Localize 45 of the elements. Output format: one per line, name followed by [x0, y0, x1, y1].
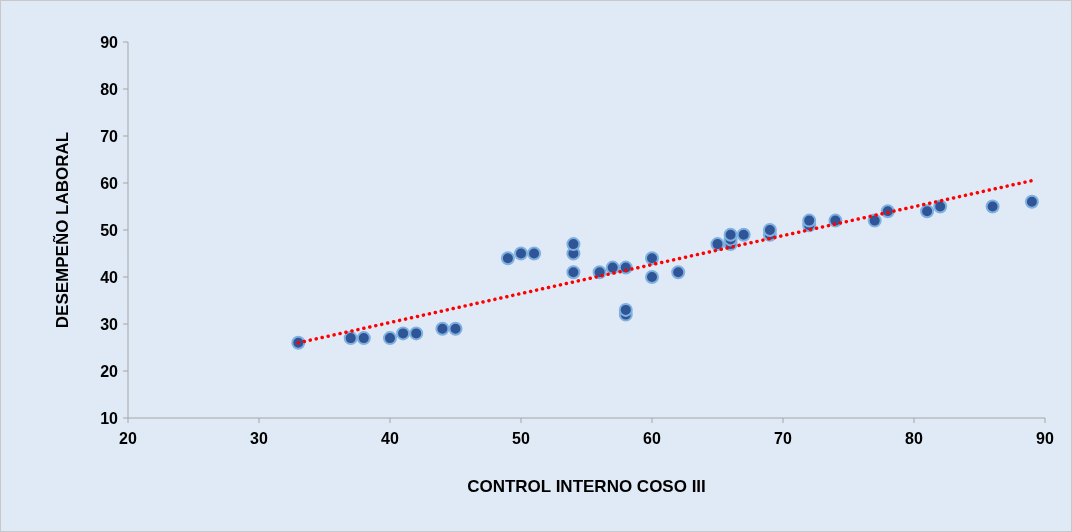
point [435, 321, 450, 336]
x-tick-label: 50 [512, 430, 530, 447]
point [396, 326, 411, 341]
point [566, 265, 581, 280]
point [920, 204, 935, 219]
point [343, 331, 358, 346]
y-tick-label: 50 [100, 221, 119, 239]
point [605, 260, 620, 275]
y-tick-label: 70 [100, 127, 119, 145]
y-tick-label: 80 [100, 80, 119, 98]
point [514, 246, 528, 261]
point [618, 302, 633, 317]
point [566, 237, 581, 252]
point [409, 326, 424, 341]
point [645, 270, 659, 284]
point [723, 227, 738, 242]
x-tick-label: 70 [774, 430, 792, 447]
point [802, 213, 817, 228]
point [671, 265, 686, 280]
point [383, 331, 397, 346]
x-tick-label: 80 [905, 430, 923, 447]
point [762, 223, 777, 237]
y-tick-label: 30 [100, 315, 119, 333]
x-tick-label: 30 [250, 430, 268, 447]
point [356, 331, 371, 346]
point [710, 237, 725, 252]
y-tick-label: 20 [100, 362, 119, 380]
point [985, 199, 1000, 214]
x-tick-label: 40 [381, 430, 399, 447]
point [1024, 194, 1039, 209]
y-tick-label: 40 [100, 268, 119, 286]
y-tick-label: 90 [100, 33, 119, 51]
point [736, 227, 751, 242]
point [527, 246, 542, 261]
x-tick-label: 90 [1036, 430, 1054, 447]
point [448, 321, 463, 336]
y-tick-label: 10 [100, 409, 119, 427]
x-axis-title: CONTROL INTERNO COSO III [467, 477, 706, 496]
y-tick-label: 60 [100, 174, 119, 192]
point [933, 199, 948, 214]
point [645, 251, 659, 266]
x-tick-label: 60 [643, 430, 661, 447]
y-axis-title: DESEMPEÑO LABORAL [52, 131, 72, 329]
x-tick-label: 20 [119, 430, 137, 447]
point [500, 251, 515, 266]
